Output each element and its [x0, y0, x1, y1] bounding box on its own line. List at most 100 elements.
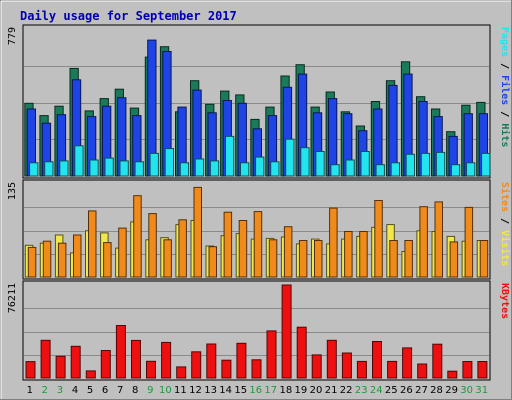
x-tick-label-day-13: 13	[204, 385, 217, 396]
bar-pages-day-17	[270, 161, 280, 177]
bar-sites-day-5	[88, 210, 97, 278]
x-tick-label-day-5: 5	[87, 385, 93, 396]
bar-kbytes-day-13	[206, 343, 217, 379]
bar-pages-day-3	[59, 160, 69, 177]
bar-sites-day-31	[479, 240, 489, 278]
bar-sites-day-4	[73, 234, 82, 278]
bar-sites-day-18	[283, 226, 293, 278]
bar-sites-day-28	[434, 201, 443, 278]
bar-pages-day-6	[104, 157, 114, 177]
legend-item: Pages	[499, 27, 510, 57]
bar-sites-day-16	[253, 211, 263, 278]
x-tick-label-day-8: 8	[132, 385, 138, 396]
x-tick-label-day-3: 3	[57, 385, 63, 396]
bar-kbytes-day-11	[176, 366, 187, 379]
bar-kbytes-day-21	[326, 339, 337, 379]
bar-kbytes-day-23	[356, 360, 367, 379]
bar-sites-day-19	[298, 240, 308, 278]
bar-sites-day-20	[314, 240, 323, 278]
legend-item: Visits	[499, 230, 511, 266]
bar-pages-day-12	[194, 158, 205, 177]
bar-pages-day-23	[360, 151, 370, 177]
bar-sites-day-21	[329, 207, 338, 278]
x-tick-label-day-29: 29	[445, 385, 458, 396]
bar-sites-day-25	[389, 240, 398, 278]
bar-pages-day-5	[89, 159, 99, 177]
chart-title: Daily usage for September 2017	[20, 9, 237, 23]
x-tick-label-day-24: 24	[370, 385, 383, 396]
legend-item: /	[499, 57, 510, 75]
x-tick-label-day-25: 25	[385, 385, 398, 396]
x-tick-label-day-6: 6	[102, 385, 108, 396]
bar-pages-day-25	[390, 162, 401, 177]
x-tick-label-day-21: 21	[325, 385, 338, 396]
bar-pages-day-15	[240, 162, 250, 177]
legend-item: /	[499, 212, 510, 230]
bar-pages-day-21	[330, 164, 340, 177]
x-tick-label-day-26: 26	[400, 385, 413, 396]
bar-kbytes-day-5	[85, 370, 96, 379]
x-tick-label-day-7: 7	[117, 385, 123, 396]
bar-pages-day-31	[481, 152, 491, 177]
x-tick-label-day-16: 16	[249, 385, 262, 396]
bar-sites-day-11	[178, 219, 187, 278]
bar-sites-day-1	[27, 246, 37, 278]
x-tick-label-day-12: 12	[189, 385, 202, 396]
bar-sites-day-30	[464, 206, 474, 278]
bar-pages-day-20	[315, 151, 325, 177]
bar-kbytes-day-17	[266, 330, 277, 379]
panel-legend: KBytes	[499, 283, 510, 319]
bar-pages-day-4	[74, 145, 84, 177]
panel-legend: Sites / Visits	[499, 182, 511, 266]
bar-sites-day-10	[163, 239, 172, 278]
bar-kbytes-day-30	[462, 361, 473, 379]
y-max-label: 76211	[7, 283, 18, 313]
bar-kbytes-day-8	[131, 339, 141, 379]
bar-kbytes-day-1	[25, 361, 36, 379]
bar-kbytes-day-18	[281, 284, 292, 379]
x-tick-label-day-18: 18	[280, 385, 293, 396]
x-tick-label-day-4: 4	[72, 385, 78, 396]
bar-sites-day-23	[359, 231, 368, 278]
bar-pages-day-27	[420, 152, 431, 177]
bar-sites-day-29	[449, 241, 459, 278]
x-tick-label-day-19: 19	[295, 385, 308, 396]
bar-sites-day-15	[238, 220, 248, 278]
bar-pages-day-29	[450, 164, 461, 177]
x-tick-label-day-15: 15	[234, 385, 247, 396]
x-tick-label-day-27: 27	[415, 385, 428, 396]
bar-kbytes-day-27	[417, 363, 428, 379]
bar-sites-day-8	[133, 195, 142, 278]
x-tick-label-day-28: 28	[430, 385, 443, 396]
panel-legend: Pages / Files / Hits	[499, 27, 511, 147]
x-tick-label-day-31: 31	[475, 385, 488, 396]
bar-kbytes-day-15	[236, 342, 247, 379]
x-tick-label-day-23: 23	[355, 385, 368, 396]
legend-item: Files	[499, 75, 511, 105]
bar-kbytes-day-31	[477, 361, 488, 379]
bar-pages-day-8	[134, 161, 144, 177]
x-axis-day-labels: 1 2 3 4 5 6 7 8 9 10 11 12 13 14 15 16 17 18 19 20 21 22 23 24 2…	[27, 385, 488, 396]
bar-sites-day-3	[57, 242, 67, 278]
bar-kbytes-day-28	[432, 343, 443, 379]
legend-item: KBytes	[499, 283, 510, 319]
bar-kbytes-day-20	[311, 354, 322, 379]
bar-sites-day-2	[42, 240, 52, 278]
bar-kbytes-day-24	[372, 341, 382, 379]
bar-pages-day-26	[405, 153, 416, 177]
x-tick-label-day-11: 11	[174, 385, 187, 396]
bar-kbytes-day-16	[251, 359, 262, 379]
x-tick-label-day-20: 20	[310, 385, 323, 396]
bar-pages-day-7	[119, 160, 129, 177]
bar-sites-day-12	[193, 186, 202, 278]
y-max-label: 135	[7, 182, 18, 200]
bar-pages-day-30	[466, 162, 476, 177]
bar-sites-day-6	[103, 242, 112, 278]
bar-sites-day-7	[118, 227, 127, 278]
bar-sites-day-26	[404, 240, 413, 278]
bar-kbytes-day-19	[296, 326, 307, 379]
bar-pages-day-14	[225, 135, 235, 177]
bar-pages-day-18	[285, 138, 295, 177]
bar-pages-day-19	[300, 147, 310, 177]
